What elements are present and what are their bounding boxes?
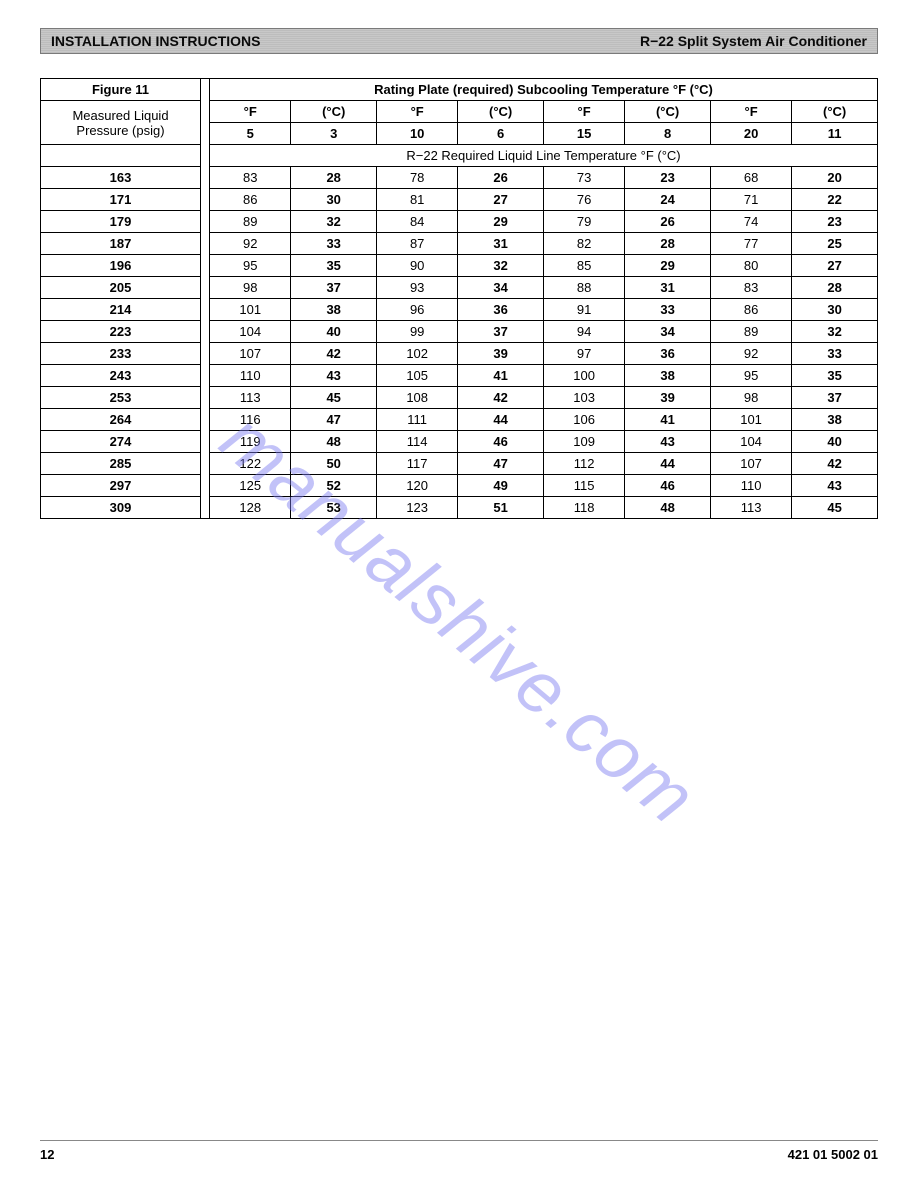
header-bar: INSTALLATION INSTRUCTIONS R−22 Split Sys… (40, 28, 878, 54)
footer: 12 421 01 5002 01 (40, 1140, 878, 1162)
subcooling-table: Figure 11Rating Plate (required) Subcool… (40, 78, 878, 519)
document-number: 421 01 5002 01 (788, 1147, 878, 1162)
row-header-label: Measured LiquidPressure (psig) (41, 101, 201, 145)
header-right: R−22 Split System Air Conditioner (640, 33, 867, 49)
header-left: INSTALLATION INSTRUCTIONS (51, 33, 260, 49)
page-number: 12 (40, 1147, 54, 1162)
